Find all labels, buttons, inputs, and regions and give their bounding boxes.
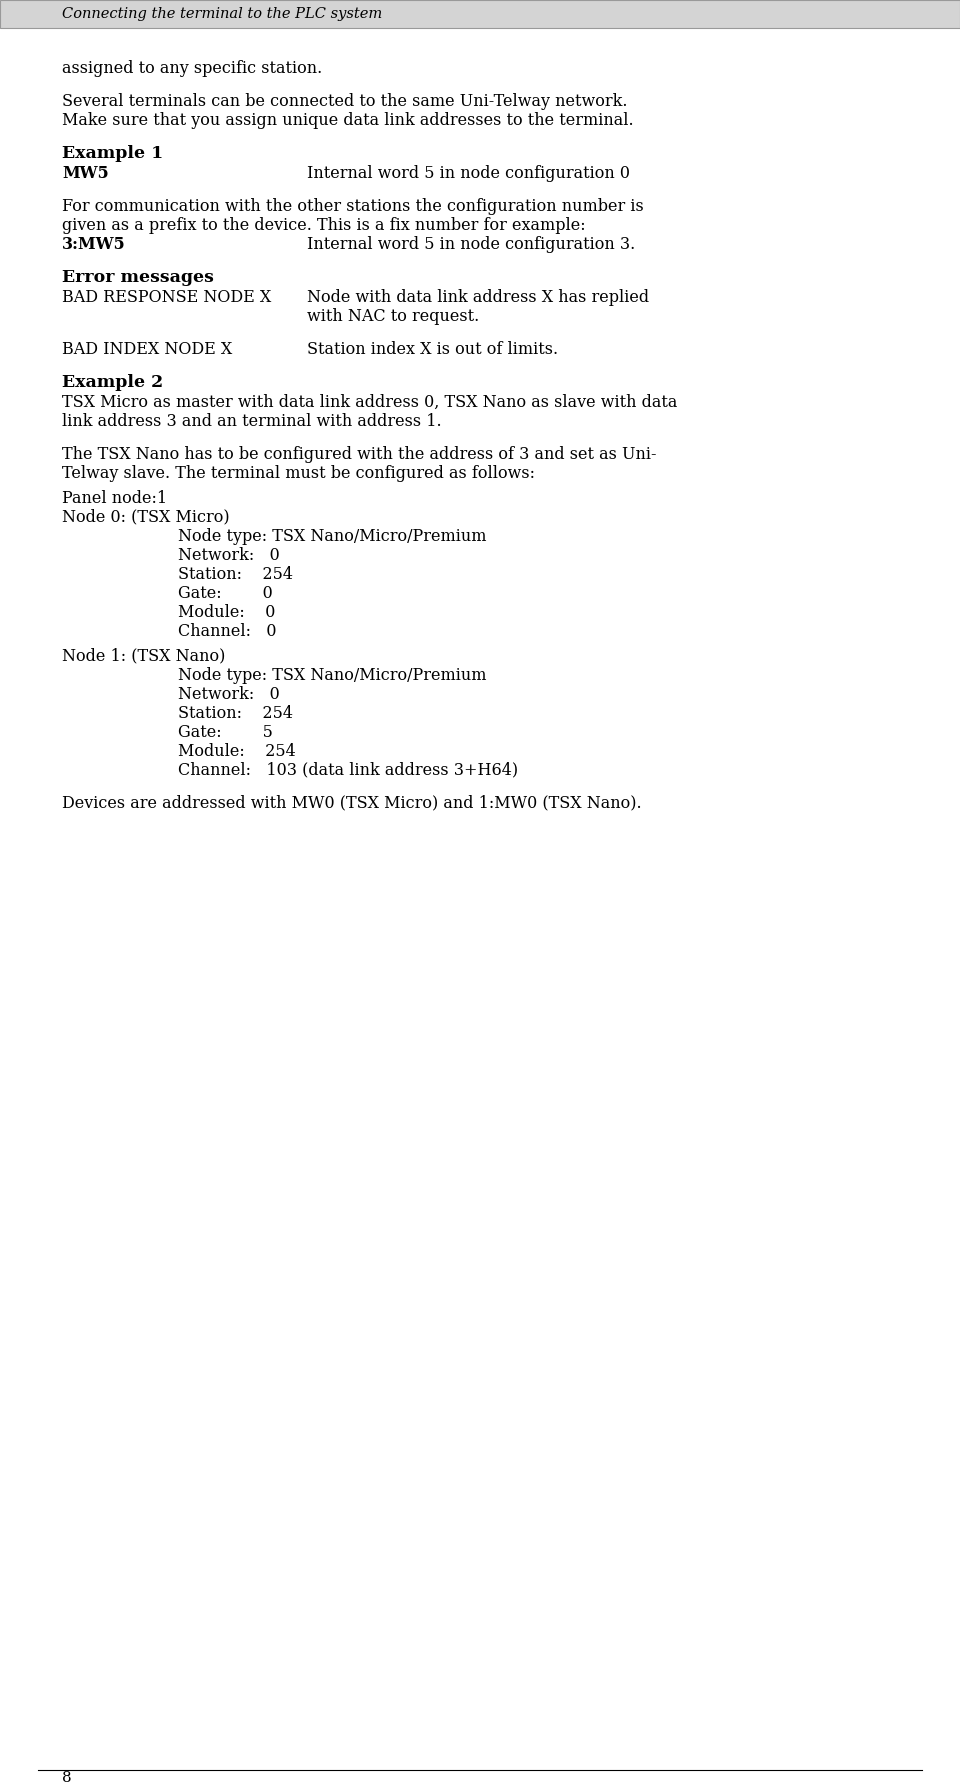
Text: given as a prefix to the device. This is a fix number for example:: given as a prefix to the device. This is… — [62, 217, 586, 235]
Text: Example 1: Example 1 — [62, 145, 163, 161]
Text: Module:    254: Module: 254 — [178, 744, 296, 760]
Text: Module:    0: Module: 0 — [178, 604, 275, 620]
Text: with NAC to request.: with NAC to request. — [307, 308, 479, 324]
Text: BAD INDEX NODE X: BAD INDEX NODE X — [62, 340, 232, 358]
Text: 3:MW5: 3:MW5 — [62, 237, 126, 253]
Text: TSX Micro as master with data link address 0, TSX Nano as slave with data: TSX Micro as master with data link addre… — [62, 394, 678, 410]
Text: assigned to any specific station.: assigned to any specific station. — [62, 59, 323, 77]
Text: Node with data link address X has replied: Node with data link address X has replie… — [307, 289, 649, 306]
Text: Devices are addressed with MW0 (TSX Micro) and 1:MW0 (TSX Nano).: Devices are addressed with MW0 (TSX Micr… — [62, 796, 642, 812]
Text: link address 3 and an terminal with address 1.: link address 3 and an terminal with addr… — [62, 412, 442, 430]
Text: The TSX Nano has to be configured with the address of 3 and set as Uni-: The TSX Nano has to be configured with t… — [62, 446, 657, 462]
Text: Station:    254: Station: 254 — [178, 566, 293, 582]
Bar — [0, 0, 960, 29]
Text: MW5: MW5 — [62, 165, 109, 183]
Text: Station index X is out of limits.: Station index X is out of limits. — [307, 340, 559, 358]
Text: Network:   0: Network: 0 — [178, 686, 279, 702]
Text: Node 0: (TSX Micro): Node 0: (TSX Micro) — [62, 509, 230, 525]
Text: Node type: TSX Nano/Micro/Premium: Node type: TSX Nano/Micro/Premium — [178, 667, 486, 685]
Text: Channel:   103 (data link address 3+H64): Channel: 103 (data link address 3+H64) — [178, 762, 517, 780]
Text: For communication with the other stations the configuration number is: For communication with the other station… — [62, 197, 644, 215]
Text: Internal word 5 in node configuration 3.: Internal word 5 in node configuration 3. — [307, 237, 636, 253]
Text: Example 2: Example 2 — [62, 375, 163, 391]
Text: 8: 8 — [62, 1770, 72, 1785]
Text: Telway slave. The terminal must be configured as follows:: Telway slave. The terminal must be confi… — [62, 464, 536, 482]
Text: Panel node:1: Panel node:1 — [62, 489, 168, 507]
Text: Make sure that you assign unique data link addresses to the terminal.: Make sure that you assign unique data li… — [62, 111, 634, 129]
Text: Node type: TSX Nano/Micro/Premium: Node type: TSX Nano/Micro/Premium — [178, 529, 486, 545]
Text: Connecting the terminal to the PLC system: Connecting the terminal to the PLC syste… — [62, 7, 383, 22]
Text: BAD RESPONSE NODE X: BAD RESPONSE NODE X — [62, 289, 272, 306]
Text: Gate:        0: Gate: 0 — [178, 584, 273, 602]
Text: Internal word 5 in node configuration 0: Internal word 5 in node configuration 0 — [307, 165, 630, 183]
Text: Network:   0: Network: 0 — [178, 547, 279, 564]
Text: Error messages: Error messages — [62, 269, 214, 287]
Text: Station:    254: Station: 254 — [178, 704, 293, 722]
Text: Gate:        5: Gate: 5 — [178, 724, 273, 740]
Text: Channel:   0: Channel: 0 — [178, 624, 276, 640]
Text: Node 1: (TSX Nano): Node 1: (TSX Nano) — [62, 649, 226, 665]
Text: Several terminals can be connected to the same Uni-Telway network.: Several terminals can be connected to th… — [62, 93, 628, 109]
